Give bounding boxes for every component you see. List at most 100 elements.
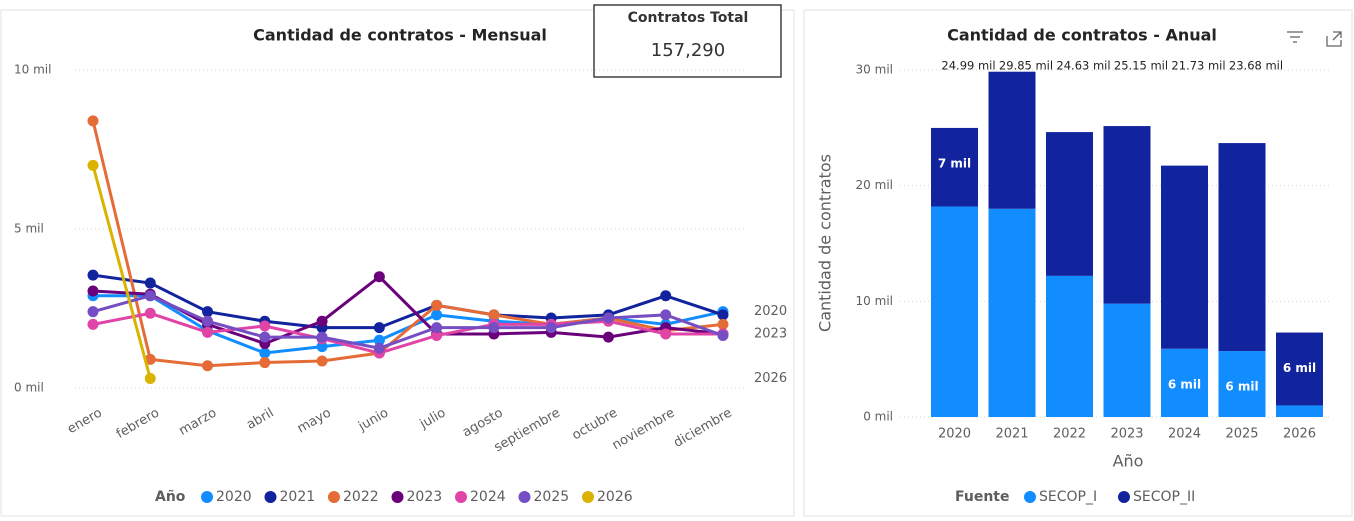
bar-segment xyxy=(1103,126,1151,304)
data-point xyxy=(373,271,385,283)
data-point xyxy=(259,331,271,343)
data-point xyxy=(660,309,672,321)
series-end-label: 2026 xyxy=(754,371,787,386)
data-point xyxy=(259,320,271,332)
data-point xyxy=(717,330,729,342)
chart-title: Cantidad de contratos - Mensual xyxy=(253,26,547,45)
data-point xyxy=(660,290,672,302)
legend-label: SECOP_I xyxy=(1039,489,1097,505)
series-line xyxy=(92,294,724,350)
data-point xyxy=(316,355,328,367)
data-point xyxy=(144,307,156,319)
series-line xyxy=(91,120,724,368)
bar-segment xyxy=(1103,303,1151,417)
data-point xyxy=(87,115,99,127)
bar-segment xyxy=(931,206,978,417)
bar-segment xyxy=(988,208,1036,417)
data-point xyxy=(373,322,385,334)
x-tick-label: 2022 xyxy=(1053,427,1086,442)
x-tick-label: 2025 xyxy=(1225,427,1258,442)
series-end-label: 2020 xyxy=(754,304,787,319)
data-point xyxy=(316,315,328,327)
data-point xyxy=(202,315,214,327)
series-line xyxy=(92,311,723,355)
data-point xyxy=(87,269,99,281)
y-tick-label: 0 mil xyxy=(14,381,44,395)
data-point xyxy=(431,299,443,311)
data-point xyxy=(431,309,443,321)
x-axis-label: Año xyxy=(1113,452,1144,471)
data-point xyxy=(316,341,328,353)
series-line xyxy=(92,274,724,346)
bar-segment xyxy=(1276,405,1323,417)
y-tick-label: 20 mil xyxy=(856,178,893,192)
data-point xyxy=(202,326,214,338)
data-point xyxy=(87,159,99,171)
data-point xyxy=(87,285,99,297)
data-point xyxy=(431,322,443,334)
data-point xyxy=(202,360,214,372)
data-point xyxy=(717,318,729,330)
legend-marker xyxy=(582,491,594,503)
data-point xyxy=(202,306,214,318)
legend-marker xyxy=(455,491,467,503)
data-point xyxy=(259,347,271,359)
x-tick-label: 2026 xyxy=(1283,427,1316,442)
total-label: 24.63 mil xyxy=(1056,59,1110,73)
x-tick-label: 2023 xyxy=(1110,427,1143,442)
legend-marker xyxy=(1118,491,1130,503)
legend-title: Fuente xyxy=(955,489,1009,505)
bar-segment xyxy=(1161,348,1208,417)
data-point xyxy=(373,334,385,346)
legend-marker xyxy=(201,491,213,503)
legend-label: 2022 xyxy=(343,489,379,505)
data-point xyxy=(87,306,99,318)
legend-marker xyxy=(328,491,340,503)
total-label: 23.68 mil xyxy=(1229,59,1283,73)
series-end-label: 2023 xyxy=(754,326,787,341)
legend-marker xyxy=(518,491,531,503)
total-label: 25.15 mil xyxy=(1114,59,1168,73)
bar-segment xyxy=(1276,332,1323,406)
data-point xyxy=(660,328,672,340)
kpi-card xyxy=(593,4,782,78)
data-point xyxy=(259,357,271,369)
legend-label: 2020 xyxy=(216,489,252,505)
legend-label: 2023 xyxy=(407,489,443,505)
y-tick-label: 5 mil xyxy=(14,222,44,236)
data-point xyxy=(717,309,729,321)
card-title: Contratos Total xyxy=(628,10,749,26)
y-tick-label: 30 mil xyxy=(856,62,893,76)
data-point xyxy=(144,277,156,289)
bar-segment xyxy=(931,127,978,207)
filter-icon[interactable] xyxy=(1287,31,1303,43)
series-line xyxy=(92,273,724,330)
legend-label: 2024 xyxy=(470,489,506,505)
total-label: 24.99 mil xyxy=(941,59,995,73)
data-point xyxy=(373,342,385,354)
segment-label: 6 mil xyxy=(1168,377,1201,391)
data-point xyxy=(144,290,156,302)
segment-label: 7 mil xyxy=(938,156,971,170)
bar-segment xyxy=(988,71,1036,209)
legend-label: 2025 xyxy=(534,489,570,505)
card-value: 157,290 xyxy=(651,40,725,61)
data-point xyxy=(431,330,443,342)
bar-segment xyxy=(1161,165,1208,349)
data-point xyxy=(602,331,614,343)
x-tick-label: 2024 xyxy=(1168,427,1201,442)
left-panel xyxy=(0,9,795,517)
data-point xyxy=(488,322,500,334)
data-point xyxy=(87,318,99,330)
focus-icon[interactable] xyxy=(1326,31,1342,47)
y-tick-label: 10 mil xyxy=(856,294,893,308)
series-line xyxy=(91,165,152,379)
legend-marker xyxy=(1024,491,1036,503)
data-point xyxy=(144,372,156,384)
total-label: 29.85 mil xyxy=(999,59,1053,73)
legend-label: SECOP_II xyxy=(1133,489,1195,505)
x-tick-label: 2020 xyxy=(938,427,971,442)
data-point xyxy=(144,353,156,365)
data-point xyxy=(545,322,557,334)
